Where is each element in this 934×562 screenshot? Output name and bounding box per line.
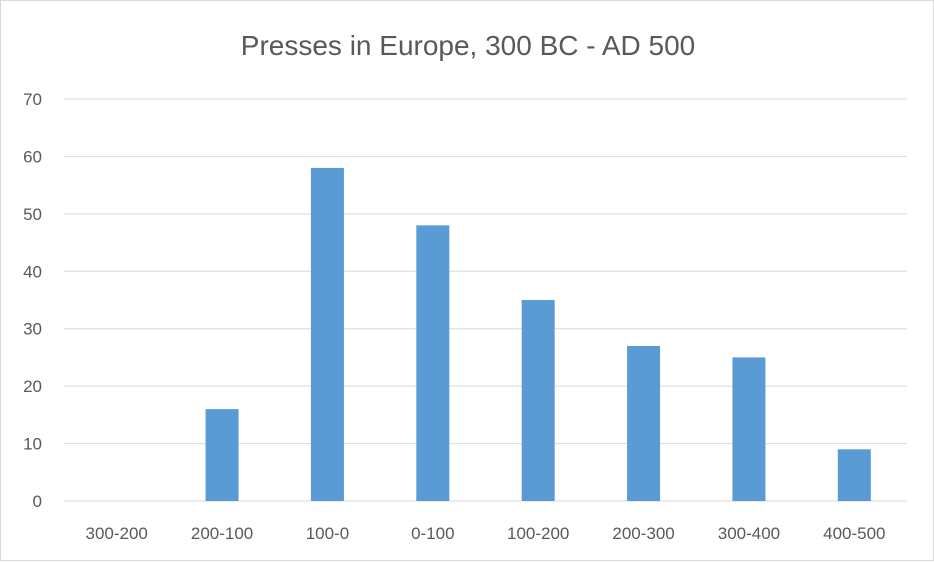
x-tick-label: 200-300 — [612, 524, 674, 543]
bars — [205, 167, 871, 502]
x-axis-ticks: 300-200 200-100 100-0 0-100 100-200 200-300 30… — [85, 524, 885, 543]
chart-title: Presses in Europe, 300 BC - AD 500 — [241, 30, 695, 61]
y-tick-label: 0 — [33, 492, 42, 511]
x-tick-label: 400-500 — [823, 524, 885, 543]
bar — [205, 409, 239, 501]
y-tick-label: 20 — [23, 377, 42, 396]
x-tick-label: 100-0 — [306, 524, 349, 543]
y-axis-ticks: 0 10 20 30 40 50 60 70 — [23, 90, 42, 511]
bar — [837, 449, 871, 501]
y-tick-label: 40 — [23, 262, 42, 281]
y-tick-label: 10 — [23, 435, 42, 454]
bar — [521, 300, 555, 501]
x-tick-label: 300-400 — [718, 524, 780, 543]
x-tick-label: 300-200 — [85, 524, 147, 543]
y-tick-label: 30 — [23, 320, 42, 339]
x-tick-label: 100-200 — [507, 524, 569, 543]
gridlines — [64, 98, 907, 502]
y-tick-label: 60 — [23, 147, 42, 166]
bar — [310, 167, 344, 501]
y-tick-label: 50 — [23, 205, 42, 224]
x-tick-label: 0-100 — [411, 524, 454, 543]
bar — [732, 357, 766, 501]
bar — [627, 345, 661, 501]
x-tick-label: 200-100 — [191, 524, 253, 543]
bar — [416, 225, 450, 502]
y-tick-label: 70 — [23, 90, 42, 109]
